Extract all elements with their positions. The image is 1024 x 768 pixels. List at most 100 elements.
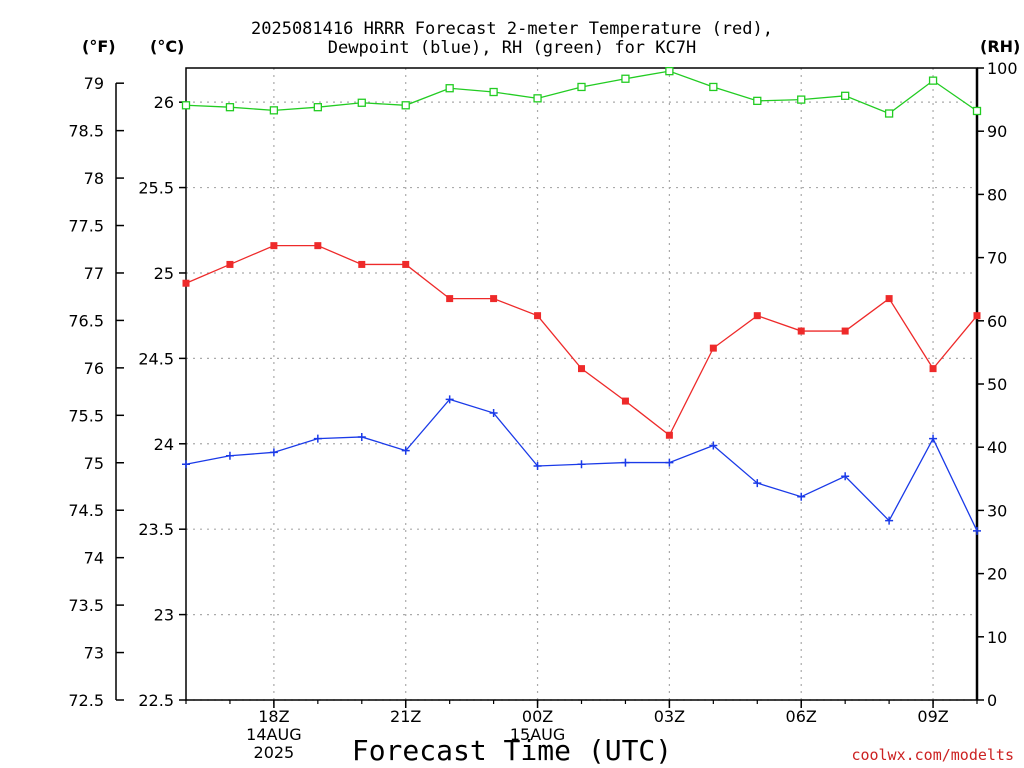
fahrenheit-tick-label: 76: [84, 359, 104, 378]
celsius-tick-label: 26: [154, 93, 174, 112]
series-temperature-point: [534, 312, 542, 320]
series-layer: [181, 67, 982, 535]
series-dewpoint-point: [313, 434, 322, 443]
series-dewpoint-point: [973, 526, 981, 535]
fahrenheit-tick-label: 74.5: [68, 501, 104, 520]
series-dewpoint-point: [445, 395, 454, 404]
series-temperature-point: [446, 295, 454, 303]
series-dewpoint-point: [225, 451, 234, 460]
series-temperature-point: [753, 312, 761, 320]
series-rh-point: [972, 106, 982, 116]
celsius-tick-label: 23: [154, 606, 174, 625]
series-rh-point: [181, 101, 191, 110]
x-tick-label: 15AUG: [510, 725, 565, 744]
fahrenheit-tick-label: 75: [84, 454, 104, 473]
rh-tick-label: 20: [987, 565, 1007, 584]
series-temperature-point: [973, 312, 981, 320]
celsius-tick-label: 24.5: [138, 349, 174, 368]
fahrenheit-tick-label: 77: [84, 264, 104, 283]
series-dewpoint-point: [489, 409, 498, 418]
grid-lines: [186, 68, 977, 701]
series-temperature-point: [314, 242, 322, 250]
fahrenheit-tick-label: 79: [84, 74, 104, 93]
chart-title-line1: 2025081416 HRRR Forecast 2-meter Tempera…: [251, 19, 773, 39]
chart-title-line2: Dewpoint (blue), RH (green) for KC7H: [328, 38, 696, 58]
series-dewpoint-point: [269, 448, 278, 457]
series-dewpoint-point: [709, 441, 718, 450]
series-temperature-point: [709, 344, 717, 352]
fahrenheit-tick-label: 78.5: [68, 122, 104, 141]
celsius-tick-label: 25: [154, 264, 174, 283]
series-dewpoint-point: [797, 492, 806, 501]
tick-labels: 72.5 73 73.5 74 74.5 75 75.5 76 76.5 77 77.5 78 78.5…: [68, 59, 1017, 762]
fahrenheit-tick-label: 78: [84, 169, 104, 188]
fahrenheit-tick-label: 73: [84, 644, 104, 663]
x-tick-label: 00Z: [522, 707, 553, 726]
axes: [115, 67, 984, 708]
x-tick-label: 06Z: [786, 707, 817, 726]
series-dewpoint-point: [401, 446, 410, 455]
rh-tick-label: 100: [987, 59, 1018, 78]
celsius-unit-label: (°C): [150, 37, 184, 56]
series-dewpoint-point: [885, 516, 894, 525]
series-rh-point: [445, 84, 454, 93]
series-rh-point: [665, 67, 674, 76]
series-dewpoint-point: [357, 432, 366, 441]
series-rh-point: [489, 87, 498, 97]
series-rh-point: [841, 91, 850, 100]
fahrenheit-tick-label: 73.5: [68, 596, 104, 615]
series-rh-point: [797, 95, 806, 104]
series-temperature-point: [182, 279, 190, 287]
series-dewpoint-point: [182, 460, 190, 469]
series-temperature-point: [621, 397, 629, 405]
series-temperature-point: [929, 365, 937, 373]
rh-tick-label: 40: [987, 438, 1007, 457]
series-rh-point: [313, 103, 322, 112]
x-axis-title: Forecast Time (UTC): [352, 734, 672, 767]
series-temperature-point: [358, 260, 366, 268]
series-rh-point: [709, 82, 718, 92]
series-temperature-point: [578, 365, 585, 373]
series-rh-point: [401, 101, 410, 110]
celsius-tick-label: 23.5: [138, 520, 174, 539]
series-dewpoint-point: [533, 461, 542, 470]
x-tick-label: 18Z: [258, 707, 289, 726]
series-rh-point: [928, 76, 938, 85]
series-rh-point: [884, 109, 894, 118]
series-temperature-point: [226, 260, 234, 268]
series-temperature-point: [490, 295, 498, 303]
rh-tick-label: 90: [987, 122, 1007, 141]
series-temperature-line: [185, 244, 978, 437]
rh-unit-label: (RH): [980, 37, 1020, 56]
series-dewpoint-point: [621, 458, 630, 467]
series-dewpoint-point: [841, 472, 850, 481]
rh-tick-label: 30: [987, 501, 1007, 520]
celsius-tick-label: 24: [154, 435, 174, 454]
series-temperature-point: [885, 295, 893, 303]
series-dewpoint-point: [753, 479, 762, 488]
x-tick-label: 14AUG: [246, 725, 301, 744]
rh-tick-label: 0: [987, 691, 997, 710]
x-tick-label: 2025: [254, 743, 295, 762]
celsius-tick-label: 25.5: [138, 179, 174, 198]
series-temperature-point: [841, 327, 849, 335]
fahrenheit-tick-label: 75.5: [68, 406, 104, 425]
series-rh-point: [357, 98, 366, 107]
rh-tick-label: 60: [987, 312, 1007, 331]
fahrenheit-unit-label: (°F): [82, 37, 116, 56]
celsius-tick-label: 22.5: [138, 691, 174, 710]
x-tick-label: 09Z: [917, 707, 948, 726]
plot-frame: [185, 67, 978, 701]
rh-tick-label: 70: [987, 249, 1007, 268]
series-rh-point: [577, 82, 586, 92]
series-rh-point: [225, 103, 235, 112]
fahrenheit-tick-label: 74: [84, 549, 104, 568]
series-temperature-point: [665, 431, 673, 439]
series-temperature-point: [402, 260, 410, 268]
series-dewpoint-point: [665, 458, 674, 467]
x-tick-label: 21Z: [390, 707, 421, 726]
series-rh-line: [185, 70, 978, 115]
series-rh-point: [621, 74, 630, 83]
rh-tick-label: 10: [987, 628, 1007, 647]
